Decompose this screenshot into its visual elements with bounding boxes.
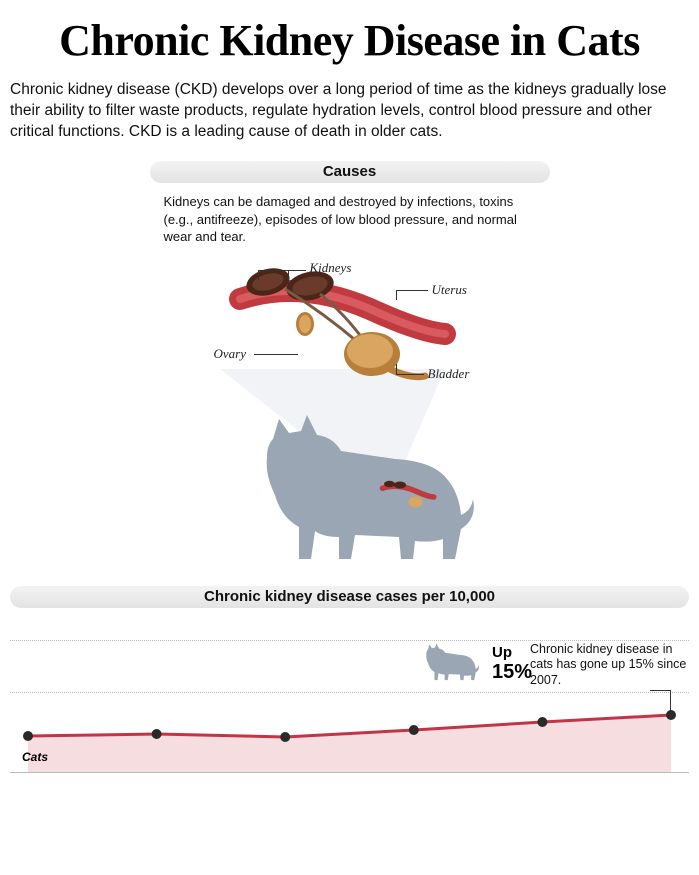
series-label: Cats xyxy=(22,750,48,764)
cat-silhouette xyxy=(245,409,475,574)
line-chart xyxy=(10,622,689,812)
anatomy-diagram: Kidneys Uterus Ovary Bladder xyxy=(150,254,550,574)
causes-text: Kidneys can be damaged and destroyed by … xyxy=(150,183,550,254)
chart-area: Up 15% Chronic kidney disease in cats ha… xyxy=(10,622,689,812)
chart-heading: Chronic kidney disease cases per 10,000 xyxy=(10,586,689,608)
page-title: Chronic Kidney Disease in Cats xyxy=(0,0,699,74)
chart-section: Chronic kidney disease cases per 10,000 … xyxy=(0,586,699,812)
intro-text: Chronic kidney disease (CKD) develops ov… xyxy=(0,74,699,161)
label-bladder: Bladder xyxy=(428,366,470,382)
label-kidneys: Kidneys xyxy=(310,260,352,276)
causes-heading: Causes xyxy=(150,161,550,183)
causes-section: Causes Kidneys can be damaged and destro… xyxy=(150,161,550,574)
label-ovary: Ovary xyxy=(214,346,247,362)
label-uterus: Uterus xyxy=(432,282,467,298)
